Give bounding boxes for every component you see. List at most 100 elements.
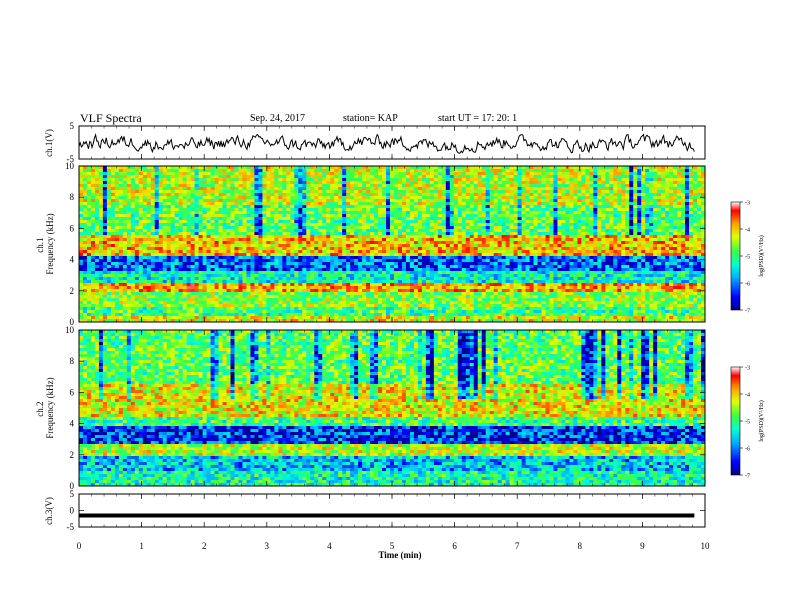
spectrogram-cell: [529, 220, 534, 224]
spectrogram-cell: [322, 175, 327, 179]
spectrogram-cell: [609, 250, 614, 254]
spectrogram-cell: [665, 235, 670, 239]
spectrogram-cell: [342, 196, 347, 200]
spectrogram-cell: [98, 199, 104, 203]
spectrogram-cell: [150, 241, 156, 245]
spectrogram-cell: [445, 208, 451, 212]
spectrogram-cell: [202, 226, 207, 230]
spectrogram-cell: [405, 226, 411, 230]
spectrogram-cell: [465, 190, 471, 194]
spectrogram-cell: [665, 220, 670, 224]
spectrogram-cell: [286, 166, 291, 170]
spectrogram-cell: [98, 241, 104, 245]
spectrogram-cell: [637, 205, 642, 209]
spectrogram-cell: [517, 229, 522, 233]
spectrogram-cell: [689, 238, 694, 242]
spectrogram-cell: [461, 196, 467, 200]
spectrogram-cell: [645, 187, 650, 191]
spectrogram-cell: [382, 202, 387, 206]
spectrogram-cell: [178, 256, 184, 260]
spectrogram-cell: [421, 259, 427, 263]
spectrogram-cell: [597, 232, 602, 236]
spectrogram-cell: [493, 178, 499, 182]
spectrogram-cell: [278, 208, 283, 212]
spectrogram-cell: [378, 256, 383, 260]
spectrogram-cell: [342, 238, 347, 242]
spectrogram-cell: [413, 232, 419, 236]
spectrogram-cell: [282, 196, 287, 200]
spectrogram-cell: [413, 226, 419, 230]
spectrogram-cell: [573, 256, 578, 260]
spectrogram-cell: [186, 244, 192, 248]
spectrogram-cell: [553, 196, 558, 200]
spectrogram-cell: [629, 187, 634, 191]
spectrogram-cell: [350, 196, 355, 200]
spectrogram-cell: [122, 190, 128, 194]
spectrogram-cell: [226, 250, 231, 254]
spectrogram-cell: [461, 238, 467, 242]
spectrogram-cell: [473, 178, 479, 182]
spectrogram-cell: [513, 250, 518, 254]
spectrogram-cell: [79, 256, 84, 260]
spectrogram-cell: [382, 244, 387, 248]
spectrogram-cell: [334, 226, 339, 230]
spectrogram-cell: [330, 232, 335, 236]
spectrogram-cell: [477, 256, 483, 260]
spectrogram-cell: [238, 193, 243, 197]
spectrogram-cell: [142, 241, 148, 245]
spectrogram-cell: [130, 238, 136, 242]
spectrogram-cell: [421, 208, 427, 212]
spectrogram-cell: [206, 256, 211, 260]
spectrogram-cell: [609, 208, 614, 212]
spectrogram-cell: [146, 223, 152, 227]
spectrogram-cell: [266, 205, 271, 209]
spectrogram-cell: [525, 220, 530, 224]
spectrogram-cell: [90, 229, 96, 233]
spectrogram-cell: [589, 238, 594, 242]
spectrogram-cell: [366, 193, 371, 197]
spectrogram-cell: [79, 226, 84, 230]
spectrogram-cell: [138, 235, 144, 239]
spectrogram-cell: [697, 214, 702, 218]
spectrogram-cell: [561, 181, 566, 185]
spectrogram-cell: [553, 172, 558, 176]
spectrogram-cell: [409, 202, 415, 206]
spectrogram-cell: [174, 199, 180, 203]
spectrogram-cell: [525, 199, 530, 203]
spectrogram-cell: [549, 205, 554, 209]
spectrogram-cell: [362, 229, 367, 233]
spectrogram-cell: [429, 250, 435, 254]
spectrogram-cell: [393, 208, 399, 212]
spectrogram-cell: [178, 190, 184, 194]
spectrogram-cell: [350, 223, 355, 227]
spectrogram-cell: [166, 247, 172, 251]
spectrogram-cell: [449, 259, 455, 263]
spectrogram-cell: [669, 253, 674, 257]
spectrogram-cell: [126, 199, 132, 203]
spectrogram-cell: [457, 241, 463, 245]
spectrogram-cell: [250, 214, 255, 218]
spectrogram-cell: [561, 184, 566, 188]
spectrogram-cell: [130, 205, 136, 209]
spectrogram-cell: [346, 235, 351, 239]
spectrogram-cell: [409, 229, 415, 233]
spectrogram-cell: [358, 223, 363, 227]
spectrogram-cell: [409, 238, 415, 242]
spectrogram-cell: [433, 226, 439, 230]
spectrogram-cell: [270, 190, 275, 194]
spectrogram-cell: [79, 202, 84, 206]
spectrogram-cell: [370, 247, 375, 251]
spectrogram-cell: [413, 259, 419, 263]
spectrogram-cell: [230, 220, 235, 224]
spectrogram-cell: [393, 184, 399, 188]
spectrogram-cell: [581, 166, 586, 170]
spectrogram-cell: [162, 166, 168, 170]
spectrogram-cell: [286, 220, 291, 224]
spectrogram-cell: [541, 184, 546, 188]
spectrogram-cell: [497, 256, 503, 260]
spectrogram-cell: [557, 229, 562, 233]
spectrogram-cell: [262, 187, 267, 191]
spectrogram-cell: [453, 184, 459, 188]
spectrogram-cell: [98, 187, 104, 191]
spectrogram-cell: [266, 226, 271, 230]
